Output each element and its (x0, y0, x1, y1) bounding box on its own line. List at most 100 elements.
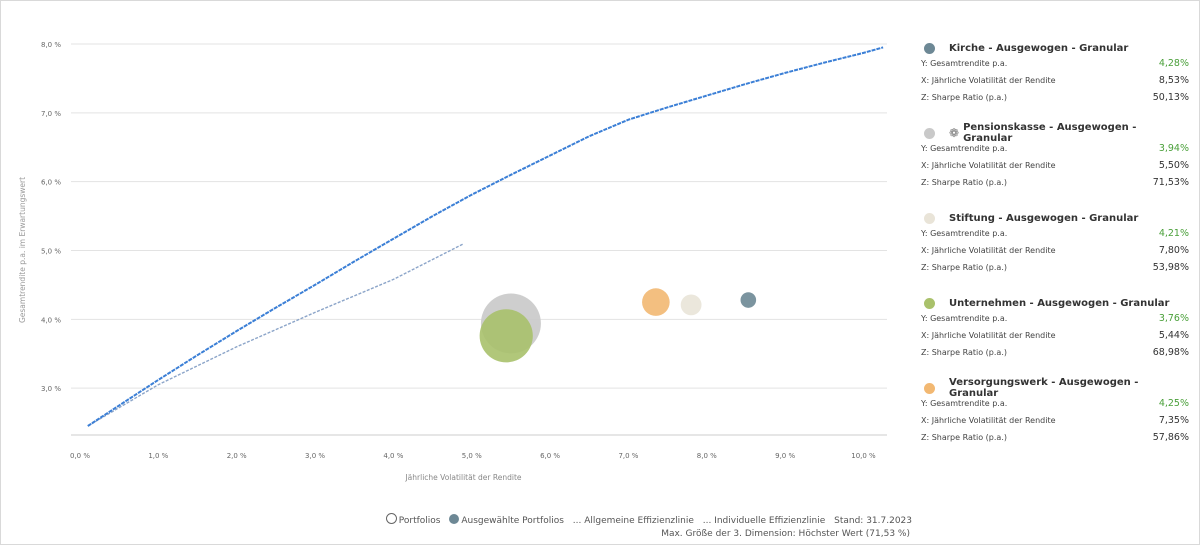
legend-metric-y: Y: Gesamtrendite p.a. 4,21% (921, 225, 1189, 242)
legend-item-name: Unternehmen - Ausgewogen - Granular (949, 297, 1170, 309)
series-color-dot (924, 297, 935, 309)
legend-item-title: Unternehmen - Ausgewogen - Granular (921, 296, 1189, 310)
x-tick-label: 2,0 % (227, 452, 247, 460)
legend-item-title: ❁ Pensionskasse - Ausgewogen - Granular (921, 122, 1189, 144)
legend-item-stiftung[interactable]: Stiftung - Ausgewogen - Granular Y: Gesam… (921, 211, 1189, 296)
legend-item-name: Versorgungswerk - Ausgewogen - Granular (949, 377, 1139, 399)
bubble-kirche (740, 292, 757, 308)
legend-item-title: Stiftung - Ausgewogen - Granular (921, 211, 1189, 225)
bubble-unternehmen (479, 309, 533, 363)
metric-label: Y: Gesamtrendite p.a. (921, 399, 1008, 408)
metric-value: 68,98% (1152, 347, 1189, 358)
y-axis-label: Gesamtrendite p.a. im Erwartungswert (18, 177, 27, 323)
legend-item-name: Stiftung - Ausgewogen - Granular (949, 212, 1139, 224)
legend-item-pensionskasse[interactable]: ❁ Pensionskasse - Ausgewogen - Granular Y:… (921, 122, 1189, 211)
y-tick-label: 7,0 % (41, 110, 61, 118)
metric-value: 4,28% (1158, 58, 1189, 69)
series-color-dot (924, 382, 935, 394)
bottom-legend: Portfolios Ausgewählte Portfolios ... Al… (301, 513, 912, 526)
legend-metric-y: Y: Gesamtrendite p.a. 3,94% (921, 140, 1189, 157)
bubble-stiftung (680, 294, 702, 316)
x-tick-label: 9,0 % (775, 452, 795, 460)
legend-metric-y: Y: Gesamtrendite p.a. 3,76% (921, 310, 1189, 327)
y-tick-label: 3,0 % (41, 385, 61, 393)
x-tick-label: 10,0 % (851, 452, 876, 460)
metric-label: Z: Sharpe Ratio (p.a.) (921, 433, 1007, 442)
x-tick-label: 3,0 % (305, 452, 325, 460)
series-color-dot (924, 127, 935, 139)
metric-label: Y: Gesamtrendite p.a. (921, 144, 1008, 153)
metric-value: 50,13% (1152, 92, 1189, 103)
third-dimension-note: Max. Größe der 3. Dimension: Höchster We… (661, 529, 910, 539)
series-color-dot (924, 212, 935, 224)
legend-metric-x: X: Jährliche Volatilität der Rendite 7,35… (921, 412, 1189, 429)
metric-value: 5,50% (1158, 160, 1189, 171)
x-tick-label: 0,0 % (70, 452, 90, 460)
metric-value: 53,98% (1152, 262, 1189, 273)
metric-label: Z: Sharpe Ratio (p.a.) (921, 263, 1007, 272)
legend-metric-z: Z: Sharpe Ratio (p.a.) 50,13% (921, 89, 1189, 106)
metric-value: 71,53% (1152, 177, 1189, 188)
legend-metric-z: Z: Sharpe Ratio (p.a.) 68,98% (921, 344, 1189, 361)
legend-selected-portfolios[interactable]: Ausgewählte Portfolios (449, 514, 564, 526)
metric-value: 8,53% (1158, 75, 1189, 86)
legend-metric-x: X: Jährliche Volatilität der Rendite 5,50… (921, 157, 1189, 174)
legend-item-title: Versorgungswerk - Ausgewogen - Granular (921, 377, 1189, 399)
metric-label: Y: Gesamtrendite p.a. (921, 59, 1008, 68)
metric-label: X: Jährliche Volatilität der Rendite (921, 76, 1056, 85)
metric-value: 5,44% (1158, 330, 1189, 341)
data-date: Stand: 31.7.2023 (834, 516, 912, 526)
metric-value: 4,21% (1158, 228, 1189, 239)
y-tick-label: 4,0 % (41, 316, 61, 324)
legend-portfolios[interactable]: Portfolios (385, 513, 441, 526)
metric-value: 4,25% (1158, 398, 1189, 409)
legend-general-frontier[interactable]: ... Allgemeine Effizienzlinie (572, 516, 694, 526)
x-tick-label: 7,0 % (618, 452, 638, 460)
metric-label: X: Jährliche Volatilität der Rendite (921, 416, 1056, 425)
legend-metric-x: X: Jährliche Volatilität der Rendite 7,80… (921, 242, 1189, 259)
legend-metric-z: Z: Sharpe Ratio (p.a.) 57,86% (921, 429, 1189, 446)
legend-item-kirche[interactable]: Kirche - Ausgewogen - Granular Y: Gesamtr… (921, 41, 1189, 126)
general-frontier-line (87, 46, 884, 427)
legend-item-title: Kirche - Ausgewogen - Granular (921, 41, 1189, 55)
metric-value: 7,35% (1158, 415, 1189, 426)
x-tick-label: 1,0 % (148, 452, 168, 460)
metric-label: X: Jährliche Volatilität der Rendite (921, 246, 1056, 255)
award-icon: ❁ (949, 126, 960, 140)
x-axis-label: Jährliche Volatilität der Rendite (404, 473, 521, 482)
metric-value: 3,94% (1158, 143, 1189, 154)
metric-value: 57,86% (1152, 432, 1189, 443)
filled-circle-icon (449, 514, 460, 524)
metric-label: Z: Sharpe Ratio (p.a.) (921, 348, 1007, 357)
bubble-versorgungswerk (642, 288, 670, 316)
portfolio-legend-panel: Kirche - Ausgewogen - Granular Y: Gesamtr… (921, 41, 1189, 466)
y-tick-label: 6,0 % (41, 179, 61, 187)
metric-label: X: Jährliche Volatilität der Rendite (921, 331, 1056, 340)
legend-item-name: Pensionskasse - Ausgewogen - Granular (963, 122, 1137, 144)
open-circle-icon (385, 513, 397, 524)
legend-metric-y: Y: Gesamtrendite p.a. 4,25% (921, 395, 1189, 412)
x-tick-label: 5,0 % (462, 452, 482, 460)
legend-item-unternehmen[interactable]: Unternehmen - Ausgewogen - Granular Y: Ge… (921, 296, 1189, 381)
metric-label: Z: Sharpe Ratio (p.a.) (921, 178, 1007, 187)
metric-label: X: Jährliche Volatilität der Rendite (921, 161, 1056, 170)
legend-metric-y: Y: Gesamtrendite p.a. 4,28% (921, 55, 1189, 72)
legend-metric-z: Z: Sharpe Ratio (p.a.) 53,98% (921, 259, 1189, 276)
legend-metric-x: X: Jährliche Volatilität der Rendite 5,44… (921, 327, 1189, 344)
legend-item-versorgungswerk[interactable]: Versorgungswerk - Ausgewogen - Granular Y… (921, 377, 1189, 466)
legend-individual-frontier[interactable]: ... Individuelle Effizienzlinie (702, 516, 826, 526)
metric-value: 3,76% (1158, 313, 1189, 324)
x-tick-label: 6,0 % (540, 452, 560, 460)
metric-label: Z: Sharpe Ratio (p.a.) (921, 93, 1007, 102)
metric-value: 7,80% (1158, 245, 1189, 256)
metric-label: Y: Gesamtrendite p.a. (921, 314, 1008, 323)
legend-item-name: Kirche - Ausgewogen - Granular (949, 42, 1129, 54)
series-color-dot (924, 42, 935, 54)
x-tick-label: 4,0 % (383, 452, 403, 460)
legend-metric-z: Z: Sharpe Ratio (p.a.) 71,53% (921, 174, 1189, 191)
y-tick-label: 5,0 % (41, 247, 61, 255)
y-tick-label: 8,0 % (41, 41, 61, 49)
x-tick-label: 8,0 % (697, 452, 717, 460)
